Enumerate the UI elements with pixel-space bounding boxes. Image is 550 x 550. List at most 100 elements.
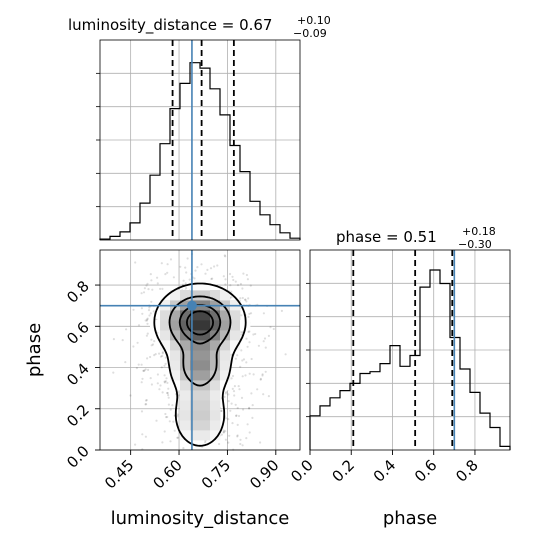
scatter-point xyxy=(164,362,167,365)
scatter-point xyxy=(262,312,265,315)
scatter-point xyxy=(218,442,221,446)
density-cell xyxy=(190,420,201,431)
density-cell xyxy=(190,310,201,321)
scatter-point xyxy=(231,422,234,425)
scatter-point xyxy=(167,394,170,397)
scatter-point xyxy=(242,272,245,275)
density-cell xyxy=(190,280,201,291)
scatter-point xyxy=(224,392,227,395)
density-cell xyxy=(180,410,191,421)
scatter-point xyxy=(241,296,244,300)
scatter-point xyxy=(156,373,159,376)
scatter-point xyxy=(259,377,262,380)
scatter-point xyxy=(132,345,135,348)
scatter-point xyxy=(150,279,153,282)
phase-marginal-frame xyxy=(309,249,511,451)
scatter-point xyxy=(184,266,187,269)
scatter-point xyxy=(262,393,265,396)
scatter-point xyxy=(248,431,251,434)
density-cell xyxy=(200,310,211,321)
density-cell xyxy=(190,330,201,341)
scatter-point xyxy=(150,383,153,386)
scatter-point xyxy=(241,359,244,362)
scatter-point xyxy=(145,403,148,406)
density-cell xyxy=(190,370,201,381)
scatter-point xyxy=(140,292,143,295)
scatter-point xyxy=(150,338,153,341)
scatter-point xyxy=(241,375,244,378)
scatter-point xyxy=(140,410,144,413)
scatter-point xyxy=(259,441,262,444)
scatter-point xyxy=(163,364,166,367)
scatter-point xyxy=(239,282,242,286)
density-cell xyxy=(180,430,191,441)
scatter-point xyxy=(261,373,264,376)
density-cell xyxy=(200,400,211,411)
scatter-point xyxy=(156,282,159,285)
density-cell xyxy=(230,320,241,331)
density-cell xyxy=(210,290,221,301)
density-cell xyxy=(170,350,181,361)
density-cell xyxy=(220,370,231,381)
density-cell xyxy=(230,330,241,341)
scatter-point xyxy=(240,396,244,399)
phase-title: phase = 0.51 xyxy=(336,228,437,246)
scatter-point xyxy=(145,319,148,322)
scatter-point xyxy=(261,374,264,377)
phase-x-tick-label: 0.6 xyxy=(411,456,441,486)
scatter-point xyxy=(141,377,144,380)
scatter-point xyxy=(239,438,242,441)
scatter-point xyxy=(145,284,148,287)
scatter-point xyxy=(237,414,241,418)
scatter-point xyxy=(135,367,138,370)
density-cell xyxy=(170,320,181,331)
scatter-point xyxy=(165,377,168,380)
density-cell xyxy=(180,350,191,361)
scatter-point xyxy=(229,409,232,412)
scatter-point xyxy=(233,385,236,388)
scatter-point xyxy=(204,441,207,444)
scatter-point xyxy=(148,306,151,309)
scatter-point xyxy=(163,381,166,384)
scatter-point xyxy=(167,403,170,406)
scatter-point xyxy=(121,339,124,342)
scatter-point xyxy=(159,355,163,358)
scatter-point xyxy=(272,327,275,331)
scatter-point xyxy=(158,388,161,391)
scatter-point xyxy=(231,387,234,390)
scatter-point xyxy=(263,337,267,340)
scatter-point xyxy=(146,318,149,321)
luminosity-distance-title-plus: +0.10 xyxy=(297,14,331,27)
scatter-point xyxy=(250,357,253,361)
density-cell xyxy=(200,390,211,401)
density-cell xyxy=(180,390,191,401)
scatter-point xyxy=(248,407,251,410)
scatter-point xyxy=(146,282,149,285)
scatter-point xyxy=(145,399,148,402)
scatter-point xyxy=(158,352,161,355)
scatter-point xyxy=(240,349,243,352)
density-cell xyxy=(210,390,221,401)
scatter-point xyxy=(222,429,225,432)
scatter-point xyxy=(112,338,115,341)
scatter-point xyxy=(244,374,247,377)
density-cell xyxy=(190,400,201,411)
scatter-point xyxy=(245,337,248,340)
scatter-point xyxy=(161,354,164,358)
scatter-point xyxy=(241,287,244,290)
scatter-point xyxy=(166,391,169,395)
scatter-point xyxy=(171,404,174,407)
scatter-point xyxy=(239,442,242,446)
density-cell xyxy=(190,430,201,441)
scatter-point xyxy=(227,441,230,444)
contour-line xyxy=(153,282,247,447)
scatter-point xyxy=(250,392,253,395)
scatter-point xyxy=(210,277,213,281)
scatter-point xyxy=(143,287,146,290)
scatter-point xyxy=(149,273,152,276)
scatter-point xyxy=(220,433,223,436)
phase-x-tick-label: 0.8 xyxy=(452,456,482,486)
density-cell xyxy=(210,410,221,421)
scatter-point xyxy=(182,447,185,450)
scatter-point xyxy=(194,269,197,272)
